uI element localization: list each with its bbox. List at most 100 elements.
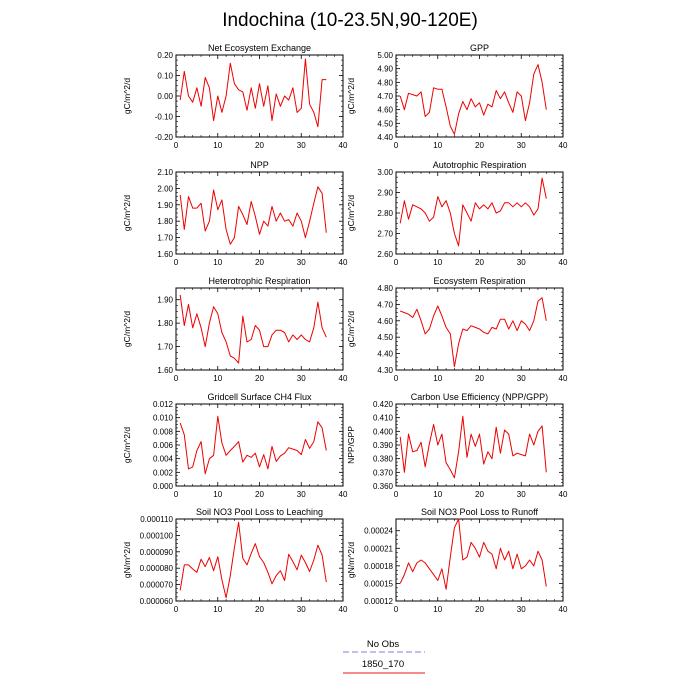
series-line (400, 297, 547, 368)
y-tick-label: 0.380 (373, 455, 394, 464)
y-tick-label: 2.60 (377, 250, 393, 259)
x-tick-label: 0 (174, 141, 179, 150)
panel-title: Gridcell Surface CH4 Flux (207, 392, 312, 402)
y-tick-label: 0.410 (373, 414, 394, 423)
y-axis-label: NPP/GPP (346, 426, 356, 464)
series-line (179, 521, 327, 599)
x-tick-label: 40 (339, 490, 348, 499)
panel-title: Soil NO3 Pool Loss to Runoff (421, 507, 538, 517)
x-tick-label: 30 (297, 258, 306, 267)
x-tick-label: 0 (394, 141, 399, 150)
y-tick-label: 1.80 (157, 319, 173, 328)
x-tick-label: 40 (559, 605, 568, 614)
x-tick-label: 30 (297, 374, 306, 383)
panel-gpp: GPP 4.40 4.50 4.60 4.70 4.80 4.90 5.00 0 10 20 30 40… (346, 43, 568, 150)
x-tick-label: 10 (433, 258, 442, 267)
x-tick-label: 10 (213, 490, 222, 499)
y-axis-label: gC/m^2/d (346, 311, 356, 347)
y-tick-label: 4.60 (377, 317, 393, 326)
y-tick-label: 0.008 (153, 427, 174, 436)
panel-title: Net Ecosystem Exchange (208, 43, 311, 53)
panel-carbon-use-efficiency-npp-gpp: Carbon Use Efficiency (NPP/GPP) 0.360 0.37… (346, 392, 568, 499)
y-tick-label: 0.000080 (140, 564, 174, 573)
plot-frame (395, 54, 564, 138)
x-tick-label: 0 (174, 490, 179, 499)
x-tick-label: 20 (255, 605, 264, 614)
y-axis-label: gN/m^2/d (346, 542, 356, 578)
y-tick-label: 2.10 (157, 168, 173, 177)
y-tick-label: -0.20 (155, 133, 174, 142)
x-tick-label: 20 (475, 374, 484, 383)
panel-title: Soil NO3 Pool Loss to Leaching (196, 507, 323, 517)
x-tick-label: 20 (475, 258, 484, 267)
plot-frame (175, 171, 344, 255)
series-line (399, 177, 547, 247)
y-tick-label: 0.00018 (364, 562, 393, 571)
x-tick-label: 30 (297, 490, 306, 499)
panel-soil-no3-pool-loss-to-runoff: Soil NO3 Pool Loss to Runoff 0.00012 0.000… (346, 507, 568, 614)
panel-ecosystem-respiration: Ecosystem Respiration 4.30 4.40 4.50 4.60 4.7… (346, 276, 568, 383)
panel-net-ecosystem-exchange: Net Ecosystem Exchange -0.20 -0.10 0.00 0.10… (122, 43, 348, 150)
y-tick-label: 4.40 (377, 133, 393, 142)
figure-title: Indochina (10-23.5N,90-120E) (222, 10, 478, 31)
y-tick-label: 4.50 (377, 119, 393, 128)
x-tick-label: 0 (394, 258, 399, 267)
y-tick-label: 3.00 (377, 168, 393, 177)
y-tick-label: 1.80 (157, 217, 173, 226)
y-tick-label: 0.400 (373, 427, 394, 436)
y-tick-label: 4.90 (377, 65, 393, 74)
x-tick-label: 40 (339, 141, 348, 150)
panel-title: Carbon Use Efficiency (NPP/GPP) (411, 392, 548, 402)
y-tick-label: 0.00024 (364, 527, 393, 536)
y-tick-label: 4.60 (377, 106, 393, 115)
y-tick-label: 0.000060 (140, 597, 174, 606)
y-tick-label: 1.60 (157, 250, 173, 259)
y-tick-label: 1.70 (157, 343, 173, 352)
x-tick-label: 0 (394, 374, 399, 383)
x-tick-label: 10 (433, 605, 442, 614)
x-tick-label: 20 (255, 258, 264, 267)
series-line (399, 415, 547, 479)
x-tick-label: 10 (433, 490, 442, 499)
y-tick-label: 0.010 (153, 414, 174, 423)
y-axis-label: gC/m^2/d (122, 427, 132, 463)
y-tick-label: 0.004 (153, 455, 174, 464)
x-tick-label: 10 (213, 258, 222, 267)
panel-autotrophic-respiration: Autotrophic Respiration 2.60 2.70 2.80 2.90 3… (346, 160, 568, 267)
x-tick-label: 0 (174, 374, 179, 383)
x-tick-label: 40 (339, 374, 348, 383)
panel-title: Autotrophic Respiration (433, 160, 527, 170)
y-tick-label: 2.00 (157, 184, 173, 193)
series-line (179, 58, 327, 128)
x-tick-label: 0 (394, 605, 399, 614)
y-tick-label: 0.00015 (364, 579, 393, 588)
panel-npp: NPP 1.60 1.70 1.80 1.90 2.00 2.10 0 10 20 30 40 gC/m… (122, 160, 348, 267)
y-axis-label: gC/m^2/d (122, 195, 132, 231)
y-tick-label: 0.20 (157, 51, 173, 60)
y-tick-label: 0.00021 (364, 544, 393, 553)
x-tick-label: 30 (517, 490, 526, 499)
x-tick-label: 10 (213, 605, 222, 614)
y-tick-label: 4.30 (377, 366, 393, 375)
y-tick-label: 1.70 (157, 234, 173, 243)
panel-gridcell-surface-ch4-flux: Gridcell Surface CH4 Flux 0.000 0.002 0.004… (122, 392, 348, 499)
y-tick-label: 0.000 (153, 482, 174, 491)
y-tick-label: 0.00012 (364, 597, 393, 606)
x-tick-label: 10 (213, 374, 222, 383)
series-line (179, 186, 327, 245)
x-tick-label: 20 (475, 141, 484, 150)
x-tick-label: 20 (255, 374, 264, 383)
panel-title: NPP (250, 160, 269, 170)
y-tick-label: 4.40 (377, 350, 393, 359)
y-tick-label: 2.80 (377, 209, 393, 218)
x-tick-label: 0 (174, 258, 179, 267)
y-tick-label: 0.00 (157, 92, 173, 101)
series-line (399, 518, 547, 590)
y-axis-label: gC/m^2/d (122, 311, 132, 347)
x-tick-label: 20 (255, 490, 264, 499)
panel-title: Ecosystem Respiration (433, 276, 525, 286)
x-tick-label: 0 (174, 605, 179, 614)
y-tick-label: 4.80 (377, 78, 393, 87)
y-tick-label: 5.00 (377, 51, 393, 60)
series-line (179, 294, 327, 364)
